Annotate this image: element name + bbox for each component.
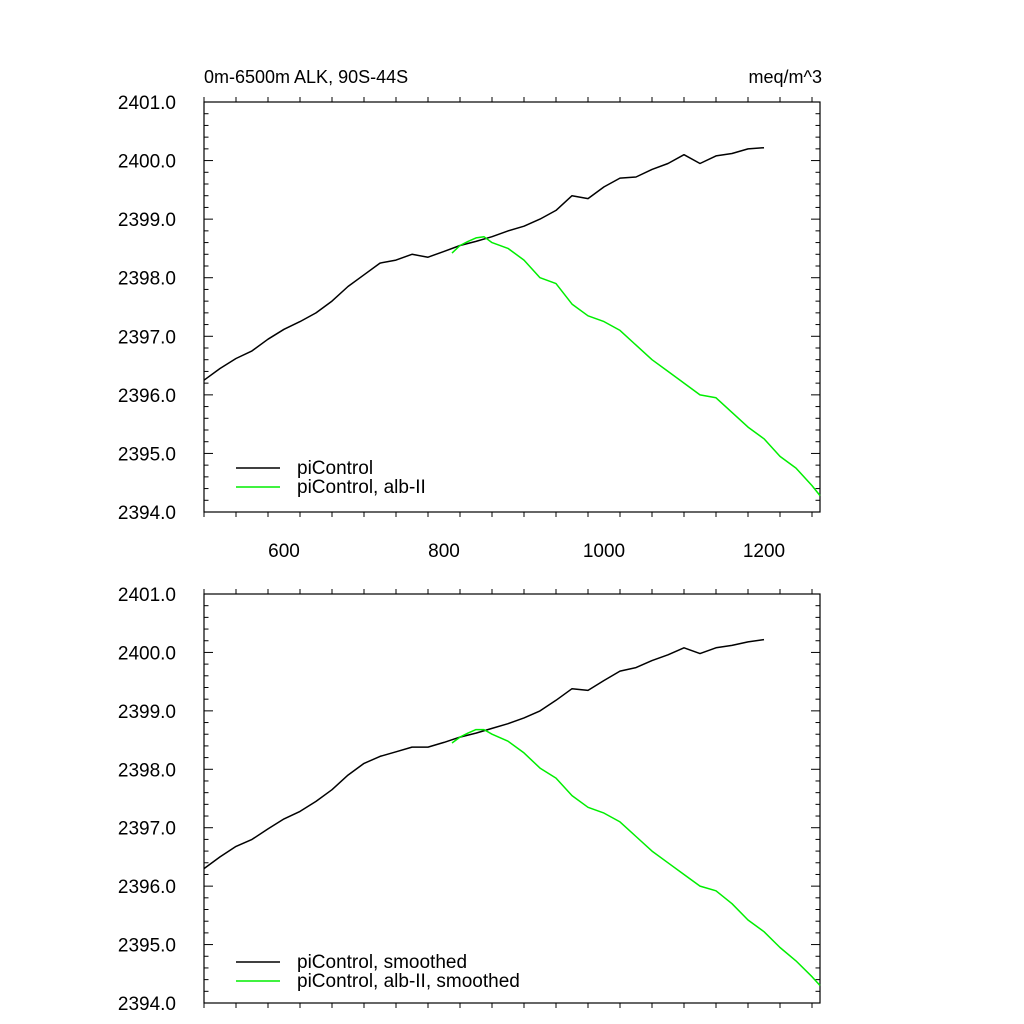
y-tick-label: 2395.0 — [118, 444, 176, 465]
legend-label: piControl, alb-II — [297, 477, 426, 498]
y-tick-label: 2399.0 — [118, 702, 176, 723]
y-tick-label: 2401.0 — [118, 93, 176, 114]
plot-panel-bottom: 2394.0 2395.0 2396.0 2397.0 2398.0 2399.0 2400… — [118, 585, 821, 1015]
y-tick-label: 2397.0 — [118, 819, 176, 840]
legend-label: piControl — [297, 458, 373, 479]
y-tick-label: 2398.0 — [118, 269, 176, 290]
x-tick-label: 600 — [268, 541, 300, 562]
plot-frame — [203, 101, 821, 513]
series-line-picontrol — [203, 146, 765, 381]
y-tick-label: 2394.0 — [118, 503, 176, 524]
legend-label: piControl, smoothed — [297, 952, 467, 973]
y-tick-label: 2400.0 — [118, 643, 176, 664]
y-tick-label: 2396.0 — [118, 877, 176, 898]
y-tick-label: 2395.0 — [118, 936, 176, 957]
chart-header-left: 0m-6500m ALK, 90S-44S — [204, 67, 409, 87]
legend-label: piControl, alb-II, smoothed — [297, 971, 520, 992]
x-tick-label: 1000 — [583, 541, 625, 562]
y-tick-label: 2397.0 — [118, 327, 176, 348]
y-tick-label: 2399.0 — [118, 210, 176, 231]
x-tick-label: 1200 — [743, 541, 785, 562]
series-line-picontrol-alb-ii — [451, 235, 821, 497]
y-tick-label: 2398.0 — [118, 760, 176, 781]
chart-header-right: meq/m^3 — [748, 67, 822, 87]
y-tick-label: 2401.0 — [118, 585, 176, 606]
series-line-picontrol — [203, 638, 765, 870]
series-line-picontrol-alb-ii — [451, 728, 821, 987]
plot-frame — [203, 593, 821, 1004]
plot-panel-top: 2394.0 2395.0 2396.0 2397.0 2398.0 2399.0 2400… — [118, 93, 821, 562]
y-tick-label: 2394.0 — [118, 994, 176, 1015]
x-tick-label: 800 — [428, 541, 460, 562]
y-tick-label: 2400.0 — [118, 152, 176, 173]
y-tick-label: 2396.0 — [118, 386, 176, 407]
